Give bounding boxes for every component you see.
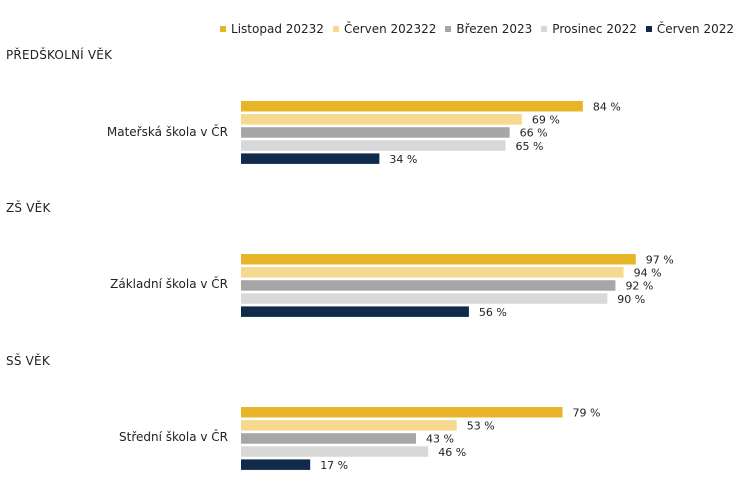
bar-g0-s0 xyxy=(241,101,583,112)
legend: Listopad 20232 Červen 202322 Březen 2023 Pr… xyxy=(220,22,734,36)
legend-item-2: Březen 2023 xyxy=(445,22,532,36)
bar-g1-s4 xyxy=(241,306,469,317)
bar-g2-s4 xyxy=(241,459,311,470)
legend-label-2: Březen 2023 xyxy=(456,22,533,36)
bar-g0-s4 xyxy=(241,153,380,164)
data-label-g0-s1: 69 % xyxy=(532,114,560,127)
data-label-g1-s3: 90 % xyxy=(617,293,645,306)
bar-g1-s3 xyxy=(241,293,608,304)
data-label-g2-s1: 53 % xyxy=(467,420,495,433)
data-label-g1-s4: 56 % xyxy=(479,306,507,319)
bar-g1-s0 xyxy=(241,254,636,265)
data-label-g2-s2: 43 % xyxy=(426,433,454,446)
data-label-g2-s4: 17 % xyxy=(320,459,348,472)
data-label-g1-s1: 94 % xyxy=(634,267,662,280)
data-label-g2-s0: 79 % xyxy=(573,407,601,420)
legend-swatch-3 xyxy=(541,26,548,32)
legend-item-0: Listopad 20232 xyxy=(220,22,324,36)
group-title-preschool: PŘEDŠKOLNÍ VĚK xyxy=(6,48,113,62)
data-label-g2-s3: 46 % xyxy=(438,446,466,459)
data-label-g1-s0: 97 % xyxy=(646,254,674,267)
group-title-primary: ZŠ VĚK xyxy=(6,201,51,215)
group-title-secondary: SŠ VĚK xyxy=(6,354,50,368)
category-label-preschool: Mateřská škola v ČR xyxy=(106,125,228,139)
legend-swatch-0 xyxy=(220,26,227,32)
legend-item-4: Červen 2022 xyxy=(645,22,734,36)
bar-g2-s2 xyxy=(241,433,417,444)
data-label-g0-s0: 84 % xyxy=(593,101,621,114)
category-label-primary: Základní škola v ČR xyxy=(110,277,228,291)
data-label-g1-s2: 92 % xyxy=(625,280,653,293)
legend-label-4: Červen 2022 xyxy=(656,22,734,36)
bar-g1-s1 xyxy=(241,267,624,278)
bar-g0-s3 xyxy=(241,140,506,151)
legend-label-1: Červen 202322 xyxy=(343,22,437,36)
legend-swatch-2 xyxy=(445,26,452,32)
data-label-g0-s2: 66 % xyxy=(520,127,548,140)
bar-g0-s2 xyxy=(241,127,510,138)
data-label-g0-s3: 65 % xyxy=(516,140,544,153)
bar-g1-s2 xyxy=(241,280,616,291)
data-label-g0-s4: 34 % xyxy=(389,153,417,166)
bar-g2-s3 xyxy=(241,446,429,457)
legend-item-1: Červen 202322 xyxy=(332,22,437,36)
legend-swatch-1 xyxy=(332,26,339,32)
bar-g0-s1 xyxy=(241,114,522,125)
bar-g2-s1 xyxy=(241,420,457,431)
legend-swatch-4 xyxy=(645,26,652,32)
category-label-secondary: Střední škola v ČR xyxy=(119,430,228,444)
legend-label-0: Listopad 20232 xyxy=(231,22,324,36)
legend-label-3: Prosinec 2022 xyxy=(552,22,637,36)
legend-item-3: Prosinec 2022 xyxy=(541,22,637,36)
bar-g2-s0 xyxy=(241,407,563,418)
